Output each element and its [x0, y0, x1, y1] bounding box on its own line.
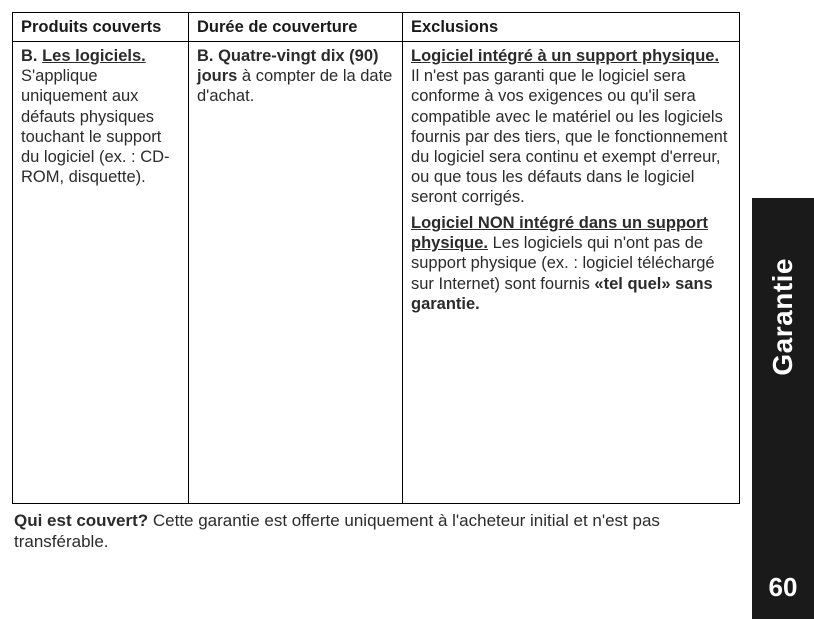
who-covered-question: Qui est couvert? — [14, 511, 148, 530]
after-table-paragraph: Qui est couvert? Cette garantie est offe… — [12, 504, 740, 553]
warranty-table: Produits couverts Durée de couverture Ex… — [12, 12, 740, 504]
header-duree: Durée de couverture — [189, 13, 403, 42]
exclusions-para-1: Logiciel intégré à un support physique. … — [411, 46, 731, 207]
table-row: B. Les logiciels. S'applique uniquement … — [13, 42, 740, 504]
produits-rest: S'applique uniquement aux défauts physiq… — [21, 67, 170, 186]
cell-duree: B. Quatre-vingt dix (90) jours à compter… — [189, 42, 403, 504]
table-header-row: Produits couverts Durée de couverture Ex… — [13, 13, 740, 42]
exclusions-p1-rest: Il n'est pas garanti que le logiciel ser… — [411, 67, 727, 206]
header-exclusions: Exclusions — [403, 13, 740, 42]
side-tab: Garantie 60 — [752, 198, 814, 619]
cell-produits: B. Les logiciels. S'applique uniquement … — [13, 42, 189, 504]
page-number: 60 — [769, 572, 798, 603]
exclusions-para-2: Logiciel NON intégré dans un support phy… — [411, 213, 731, 314]
exclusions-p1-title: Logiciel intégré à un support physique. — [411, 47, 719, 65]
cell-exclusions: Logiciel intégré à un support physique. … — [403, 42, 740, 504]
side-tab-label: Garantie — [767, 258, 799, 376]
header-produits: Produits couverts — [13, 13, 189, 42]
page: Produits couverts Durée de couverture Ex… — [0, 0, 814, 619]
produits-lead-b: B. — [21, 47, 42, 65]
produits-lead-bu: Les logiciels. — [42, 47, 146, 65]
content-area: Produits couverts Durée de couverture Ex… — [0, 0, 814, 565]
